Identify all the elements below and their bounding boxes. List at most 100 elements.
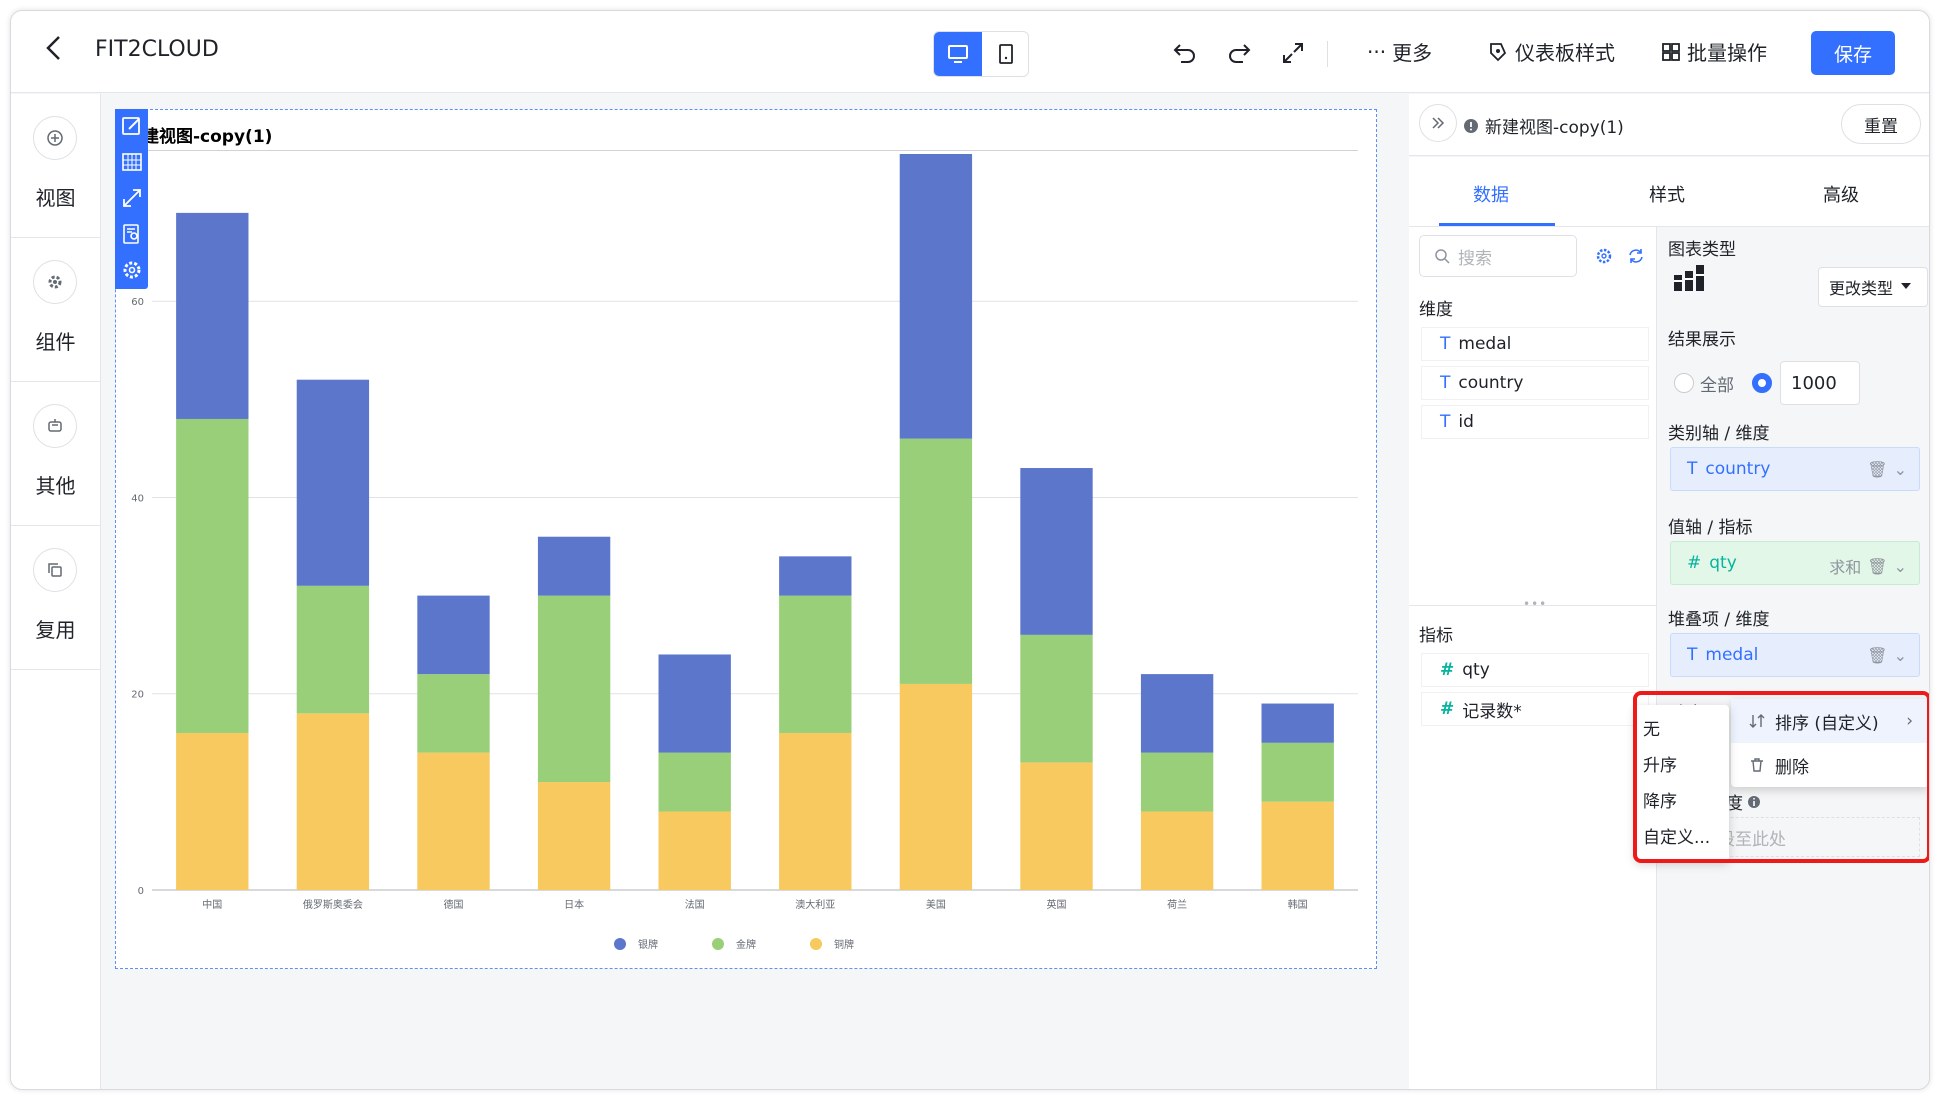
change-type-select[interactable]: 更改类型	[1818, 267, 1928, 307]
chevron-down-icon[interactable]: ⌄	[1893, 460, 1907, 479]
enlarge-icon[interactable]	[119, 185, 145, 211]
trash-icon[interactable]: 🗑	[1867, 646, 1888, 665]
metric-field[interactable]: # 记录数*	[1421, 692, 1649, 726]
trash-icon[interactable]: 🗑	[1867, 460, 1888, 479]
delete-menu-label: 删除	[1775, 757, 1809, 778]
caret-down-icon	[1901, 283, 1912, 289]
bar-segment	[1140, 674, 1214, 753]
highlight-annotation	[1633, 691, 1929, 863]
trash-icon	[1751, 758, 1763, 772]
chevron-down-icon[interactable]: ⌄	[1893, 556, 1907, 576]
dimension-section-label: 维度	[1419, 300, 1453, 320]
field-name: id	[1458, 412, 1474, 432]
linkage-icon[interactable]	[119, 149, 145, 175]
number-type-icon: #	[1440, 699, 1455, 719]
dimension-field[interactable]: T id	[1421, 405, 1649, 439]
style-icon	[1490, 42, 1507, 61]
drill-label-text: 度	[1726, 794, 1743, 814]
text-type-icon: T	[1687, 459, 1698, 479]
component-rail: 视图 组件 其他 复用	[11, 94, 101, 1089]
more-button[interactable]: ··· 更多	[1367, 37, 1432, 66]
save-button[interactable]: 保存	[1811, 31, 1895, 75]
tab-style[interactable]: 样式	[1649, 185, 1685, 206]
tab-data[interactable]: 数据	[1473, 185, 1509, 206]
desktop-view-button[interactable]	[934, 32, 982, 76]
metric-field[interactable]: # qty	[1421, 653, 1649, 687]
result-count-input[interactable]: 1000	[1780, 361, 1860, 405]
dimension-field[interactable]: T country	[1421, 366, 1649, 400]
edit-icon[interactable]	[119, 113, 145, 139]
rail-item-reuse[interactable]: 复用	[11, 526, 100, 670]
aggregation-label: 求和	[1829, 558, 1862, 577]
x-tick-label: 荷兰	[1167, 898, 1187, 911]
stacked-bar-type-icon[interactable]	[1672, 263, 1706, 297]
batch-operation-button[interactable]: 批量操作	[1661, 37, 1767, 66]
undo-icon[interactable]	[1171, 39, 1199, 67]
fullscreen-icon[interactable]	[1279, 39, 1307, 67]
batch-operation-label: 批量操作	[1687, 41, 1767, 65]
rail-item-other[interactable]: 其他	[11, 382, 100, 526]
chip-actions: 🗑 ⌄	[1867, 460, 1907, 479]
sort-option-custom[interactable]: 自定义...	[1643, 828, 1711, 848]
result-all-label: 全部	[1700, 376, 1734, 396]
chart-type-label: 图表类型	[1668, 240, 1736, 260]
sort-menu-item[interactable]: 排序 (自定义) ›	[1731, 699, 1929, 743]
reset-button[interactable]: 重置	[1841, 104, 1921, 144]
drag-handle-icon[interactable]: •••	[1523, 597, 1548, 611]
more-label: 更多	[1392, 41, 1433, 65]
sort-icon	[1749, 714, 1765, 728]
field-name: medal	[1705, 645, 1759, 665]
result-all-radio[interactable]	[1674, 373, 1694, 393]
dashboard-style-button[interactable]: 仪表板样式	[1487, 37, 1615, 66]
result-count-radio[interactable]	[1752, 373, 1772, 393]
dimension-field[interactable]: T medal	[1421, 327, 1649, 361]
info-icon	[1464, 118, 1478, 133]
field-search-input[interactable]: 搜索	[1419, 235, 1577, 277]
rail-item-view[interactable]: 视图	[11, 94, 100, 238]
x-tick-label: 澳大利亚	[795, 898, 835, 911]
stack-item-label: 堆叠项 / 维度	[1668, 610, 1770, 630]
sort-option-desc[interactable]: 降序	[1643, 792, 1677, 812]
view-title-divider	[134, 150, 1358, 151]
chip-actions: 🗑 ⌄	[1867, 646, 1907, 665]
back-icon[interactable]	[39, 33, 69, 63]
trash-icon[interactable]: 🗑	[1867, 556, 1888, 576]
bar-segment	[658, 654, 731, 753]
y-tick-label: 40	[131, 493, 144, 504]
sort-option-asc[interactable]: 升序	[1643, 756, 1677, 776]
bar-segment	[658, 752, 731, 812]
category-axis-field[interactable]: T country 🗑 ⌄	[1670, 447, 1920, 491]
tab-advanced[interactable]: 高级	[1823, 185, 1859, 206]
bar-segment	[537, 536, 611, 596]
rail-item-component[interactable]: 组件	[11, 238, 100, 382]
bar-segment	[779, 556, 852, 596]
delete-menu-item[interactable]: 删除	[1731, 743, 1929, 787]
rail-label: 其他	[35, 474, 76, 498]
details-icon[interactable]	[119, 221, 145, 247]
dashboard-style-label: 仪表板样式	[1515, 41, 1615, 65]
settings-icon[interactable]	[119, 257, 145, 283]
view-panel-header: 新建视图-copy(1) 重置	[1409, 94, 1929, 156]
panel-splitter[interactable]	[1409, 605, 1657, 606]
legend-marker	[810, 938, 822, 950]
chevron-down-icon[interactable]: ⌄	[1893, 646, 1907, 665]
redo-icon[interactable]	[1225, 39, 1253, 67]
legend-label: 铜牌	[834, 938, 854, 951]
add-icon	[33, 116, 77, 160]
view-name-label: 新建视图-copy(1)	[1485, 118, 1624, 138]
toolbar-divider	[1327, 41, 1328, 67]
refresh-icon[interactable]	[1627, 247, 1645, 269]
field-name: qty	[1462, 660, 1490, 680]
field-settings-icon[interactable]	[1595, 247, 1613, 269]
value-axis-field[interactable]: # qty 求和 🗑 ⌄	[1670, 541, 1920, 585]
sort-option-none[interactable]: 无	[1643, 720, 1660, 740]
mobile-view-button[interactable]	[982, 32, 1030, 76]
view-title: 建视图-copy(1)	[142, 127, 273, 147]
copy-icon	[33, 548, 77, 592]
device-toggle	[933, 31, 1029, 77]
collapse-panel-button[interactable]	[1419, 104, 1457, 142]
chart-view[interactable]: 建视图-copy(1) 0 20 40 60 中国 俄罗斯奥委会 德国 日本 法国 澳大利亚 美国 英…	[115, 109, 1377, 969]
bar-segment	[658, 811, 731, 890]
stack-item-field[interactable]: T medal 🗑 ⌄	[1670, 633, 1920, 677]
